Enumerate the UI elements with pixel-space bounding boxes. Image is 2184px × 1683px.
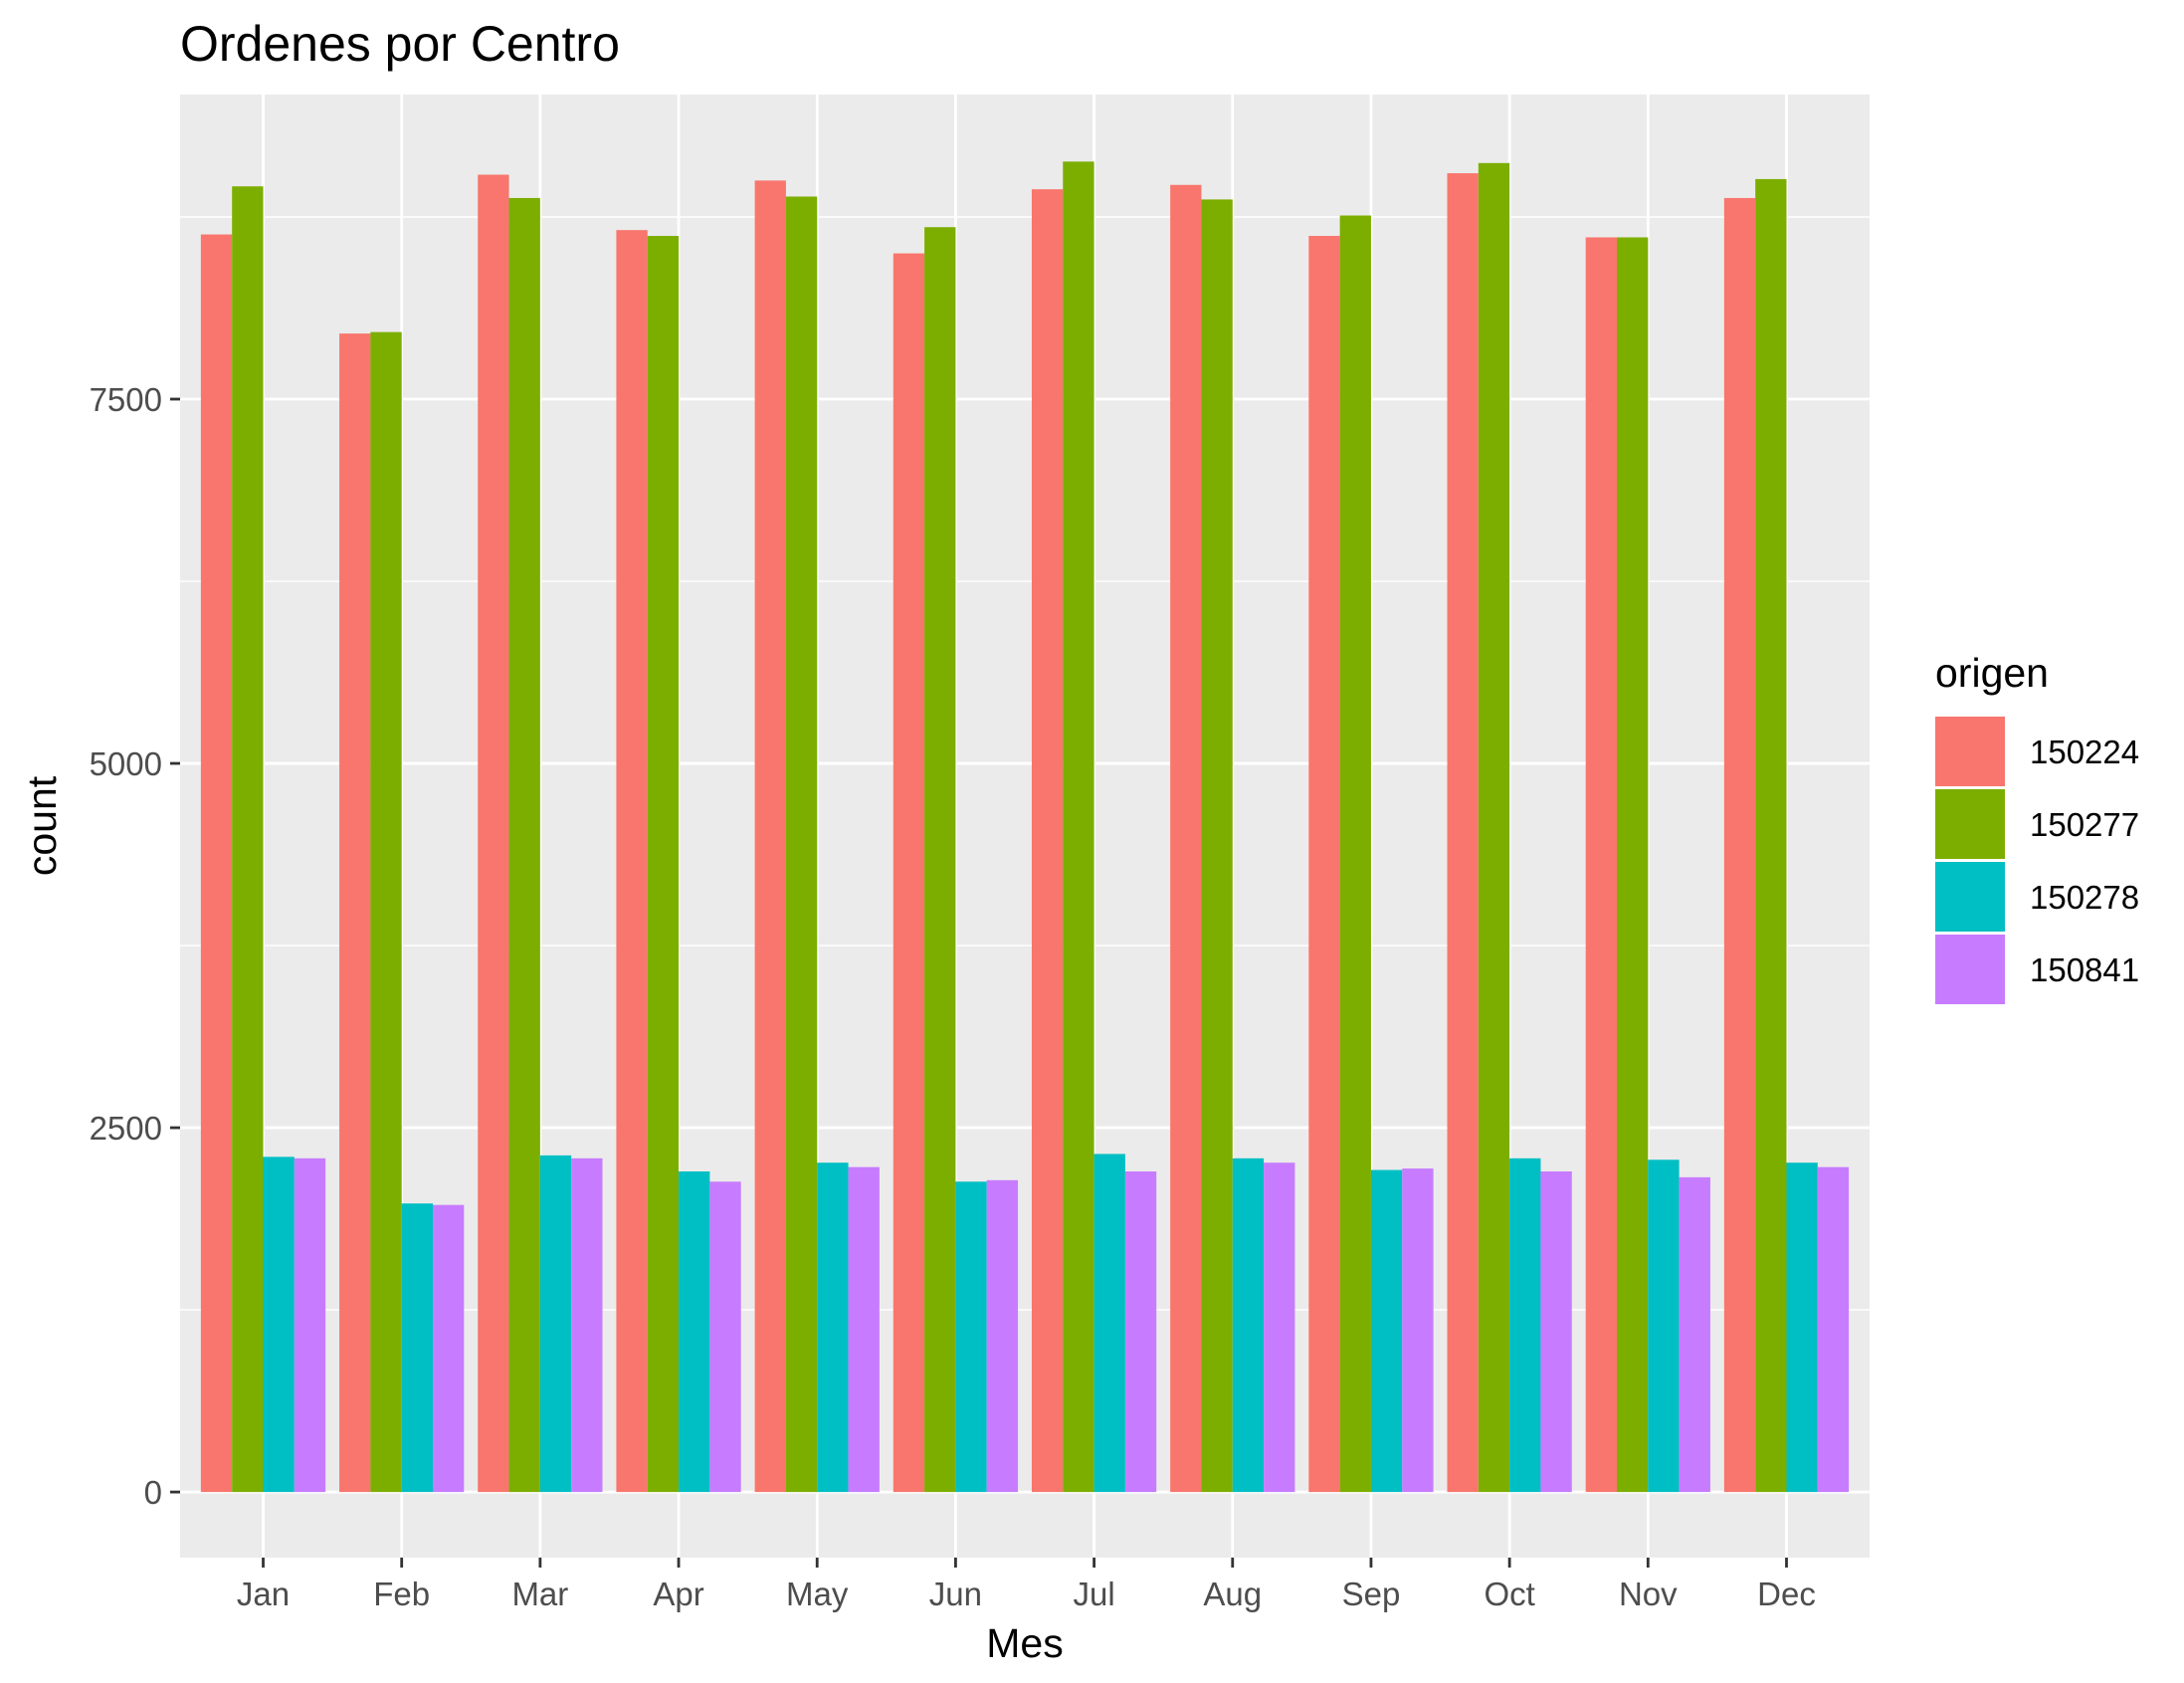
bar-sep-150278 <box>1370 1169 1403 1493</box>
bar-sep-150841 <box>1402 1168 1434 1493</box>
y-tick-label: 7500 <box>90 381 162 418</box>
bar-may-150224 <box>754 180 786 1493</box>
x-tick-label-sep: Sep <box>1342 1576 1401 1612</box>
x-axis: Jan Feb Mar Apr May Jun Jul Aug Sep Oct Nov Dec <box>237 1558 1816 1612</box>
bar-dec-150277 <box>1755 178 1787 1493</box>
legend-title: origen <box>1935 650 2049 696</box>
x-tick-label-jan: Jan <box>237 1576 290 1612</box>
bar-nov-150224 <box>1585 237 1617 1493</box>
bars <box>200 161 1850 1493</box>
bar-mar-150841 <box>571 1157 603 1493</box>
bar-sep-150224 <box>1308 236 1340 1493</box>
bar-jan-150224 <box>200 234 233 1493</box>
bar-oct-150277 <box>1478 162 1510 1493</box>
bar-nov-150841 <box>1679 1176 1710 1493</box>
legend-label-150841: 150841 <box>2030 951 2139 988</box>
legend-key-150841 <box>1935 935 2005 1004</box>
bar-jul-150224 <box>1031 189 1064 1493</box>
bar-jul-150277 <box>1063 161 1094 1493</box>
x-tick-label-oct: Oct <box>1484 1576 1534 1612</box>
bar-apr-150841 <box>709 1181 741 1493</box>
legend-label-150224: 150224 <box>2030 734 2139 770</box>
bar-sep-150277 <box>1339 215 1371 1493</box>
bar-apr-150277 <box>647 236 680 1493</box>
bar-jan-150278 <box>263 1157 295 1493</box>
bar-dec-150278 <box>1786 1162 1818 1493</box>
bar-jun-150278 <box>955 1181 987 1493</box>
y-axis: 0 2500 5000 7500 <box>90 381 180 1511</box>
bar-feb-150224 <box>339 333 371 1493</box>
x-tick-label-feb: Feb <box>373 1576 430 1612</box>
bar-oct-150278 <box>1509 1157 1541 1493</box>
bar-dec-150224 <box>1723 197 1756 1493</box>
bar-aug-150277 <box>1201 199 1233 1493</box>
x-axis-title: Mes <box>986 1620 1063 1666</box>
legend-key-150224 <box>1935 717 2005 786</box>
chart-title: Ordenes por Centro <box>180 16 620 72</box>
y-tick-label: 2500 <box>90 1110 162 1147</box>
bar-may-150278 <box>817 1162 849 1493</box>
bar-nov-150278 <box>1648 1159 1680 1493</box>
bar-aug-150224 <box>1170 184 1202 1493</box>
x-tick-label-jun: Jun <box>929 1576 982 1612</box>
bar-jun-150841 <box>986 1179 1019 1493</box>
bar-aug-150278 <box>1232 1157 1265 1493</box>
legend: origen 150224 150277 150278 150841 <box>1935 650 2139 1004</box>
x-tick-label-apr: Apr <box>653 1576 703 1612</box>
bar-mar-150224 <box>478 174 509 1493</box>
bar-feb-150277 <box>370 331 402 1493</box>
y-tick-label: 0 <box>144 1474 162 1511</box>
x-tick-label-aug: Aug <box>1203 1576 1262 1612</box>
y-axis-title: count <box>19 775 65 876</box>
bar-jun-150277 <box>924 227 956 1493</box>
x-tick-label-dec: Dec <box>1757 1576 1816 1612</box>
bar-dec-150841 <box>1817 1166 1850 1493</box>
bar-jan-150277 <box>232 186 264 1493</box>
legend-label-150278: 150278 <box>2030 879 2139 916</box>
bar-mar-150278 <box>539 1155 572 1493</box>
x-tick-label-jul: Jul <box>1073 1576 1114 1612</box>
bar-jul-150841 <box>1124 1171 1157 1493</box>
y-tick-label: 5000 <box>90 745 162 782</box>
bar-mar-150277 <box>508 197 540 1493</box>
bar-oct-150841 <box>1540 1171 1572 1493</box>
legend-label-150277: 150277 <box>2030 806 2139 843</box>
bar-may-150277 <box>785 196 818 1493</box>
bar-aug-150841 <box>1264 1162 1295 1493</box>
bar-nov-150277 <box>1616 237 1649 1493</box>
bar-jul-150278 <box>1093 1154 1125 1493</box>
x-tick-label-mar: Mar <box>511 1576 568 1612</box>
bar-apr-150224 <box>616 230 648 1493</box>
x-tick-label-nov: Nov <box>1619 1576 1678 1612</box>
bar-feb-150841 <box>433 1204 465 1493</box>
bar-may-150841 <box>848 1166 880 1493</box>
legend-key-150277 <box>1935 789 2005 859</box>
bar-apr-150278 <box>679 1171 710 1493</box>
bar-feb-150278 <box>401 1203 434 1493</box>
x-tick-label-may: May <box>786 1576 849 1612</box>
legend-key-150278 <box>1935 862 2005 932</box>
bar-jun-150224 <box>893 253 925 1493</box>
bar-oct-150224 <box>1447 173 1479 1493</box>
bar-jan-150841 <box>294 1157 326 1493</box>
